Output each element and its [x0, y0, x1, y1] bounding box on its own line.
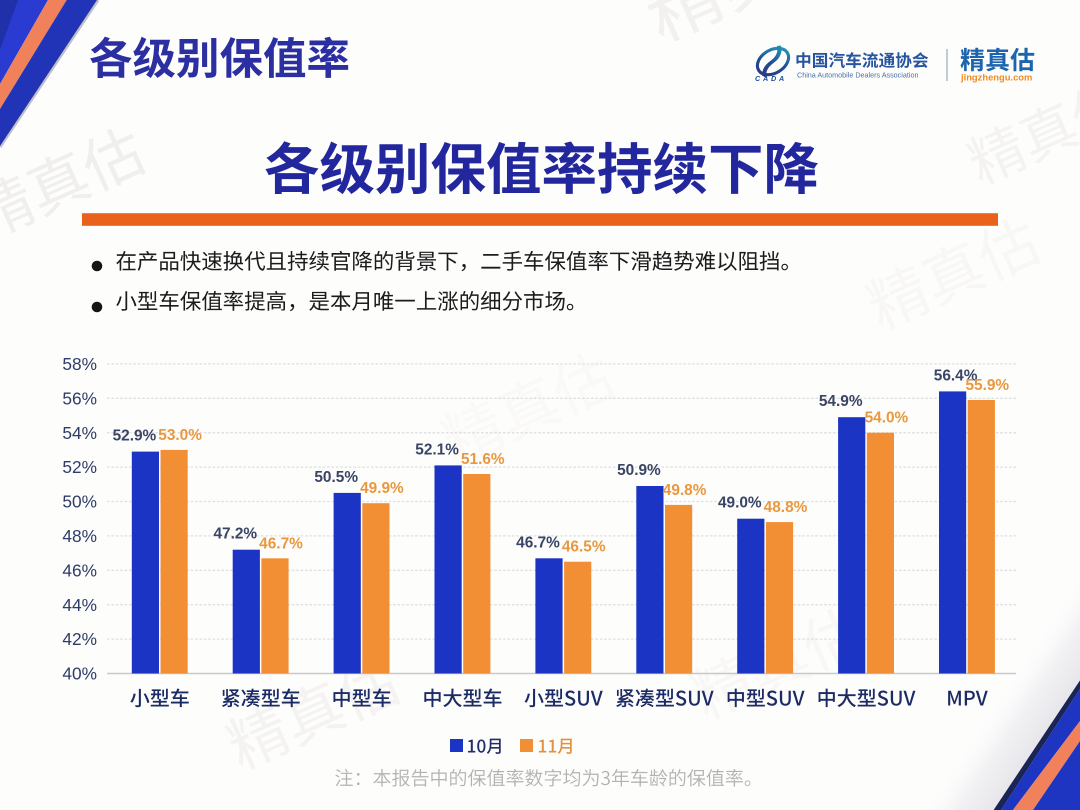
svg-text:54%: 54%	[62, 423, 97, 443]
svg-text:49.8%: 49.8%	[663, 482, 707, 499]
svg-text:48.8%: 48.8%	[764, 499, 808, 516]
svg-text:50%: 50%	[62, 492, 97, 512]
svg-text:54.0%: 54.0%	[865, 410, 909, 427]
svg-text:CADA: CADA	[755, 74, 787, 83]
svg-text:50.9%: 50.9%	[617, 462, 661, 479]
svg-text:46%: 46%	[62, 560, 97, 580]
svg-text:42%: 42%	[62, 629, 97, 649]
svg-text:53.0%: 53.0%	[158, 427, 202, 444]
svg-text:52.1%: 52.1%	[415, 441, 459, 458]
svg-text:46.5%: 46.5%	[562, 539, 606, 556]
svg-text:56.4%: 56.4%	[934, 367, 978, 384]
svg-text:46.7%: 46.7%	[516, 534, 560, 551]
svg-text:56%: 56%	[62, 388, 97, 408]
svg-text:55.9%: 55.9%	[965, 377, 1009, 394]
svg-text:44%: 44%	[62, 595, 97, 615]
svg-text:47.2%: 47.2%	[213, 526, 257, 543]
svg-text:jingzhengu.com: jingzhengu.com	[960, 72, 1032, 83]
svg-text:China Automobile Dealers Assoc: China Automobile Dealers Association	[797, 71, 918, 80]
svg-text:49.0%: 49.0%	[718, 495, 762, 512]
svg-text:46.7%: 46.7%	[259, 535, 303, 552]
svg-text:40%: 40%	[62, 664, 97, 684]
svg-text:52%: 52%	[62, 457, 97, 477]
svg-text:49.9%: 49.9%	[360, 480, 404, 497]
svg-text:54.9%: 54.9%	[819, 393, 863, 410]
svg-text:50.5%: 50.5%	[314, 469, 358, 486]
svg-text:58%: 58%	[62, 354, 97, 374]
svg-text:51.6%: 51.6%	[461, 451, 505, 468]
svg-text:48%: 48%	[62, 526, 97, 546]
svg-text:52.9%: 52.9%	[113, 428, 157, 445]
